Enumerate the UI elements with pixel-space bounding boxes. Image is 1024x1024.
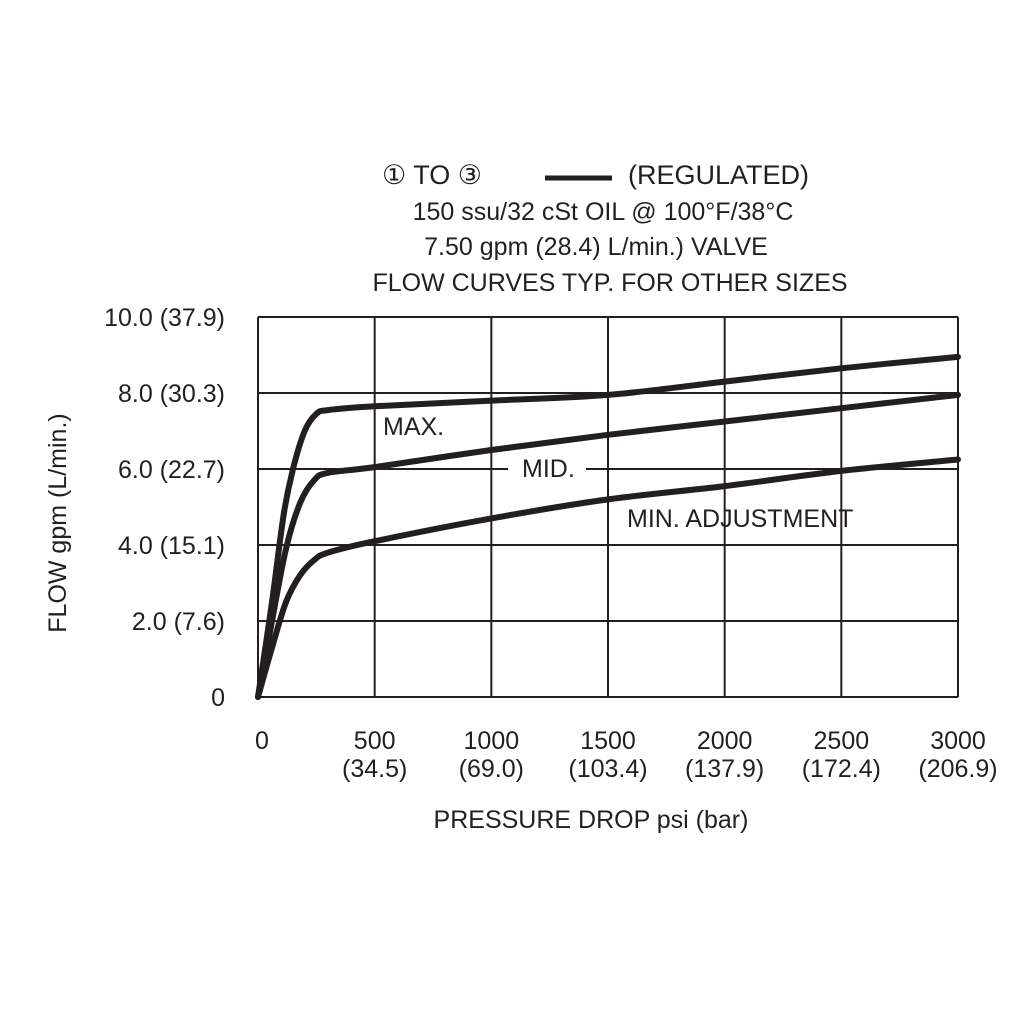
x-tick-sublabel: (206.9): [918, 755, 997, 783]
x-tick-label: 1500: [580, 727, 636, 755]
title-ports: ① TO ③: [382, 160, 482, 190]
x-tick-label: 2500: [814, 727, 870, 755]
x-tick-sublabel: (69.0): [459, 755, 524, 783]
x-tick-sublabel: (103.4): [568, 755, 647, 783]
y-tick-label: 4.0 (15.1): [118, 532, 225, 560]
y-tick-label: 6.0 (22.7): [118, 456, 225, 484]
chart-title: ① TO ③ (REGULATED) 150 ssu/32 cSt OIL @ …: [372, 160, 847, 297]
x-tick-label: 2000: [697, 727, 753, 755]
series-label-max: MAX.: [383, 413, 444, 441]
series-label-min: MIN. ADJUSTMENT: [627, 505, 853, 533]
x-axis-label: PRESSURE DROP psi (bar): [434, 806, 749, 834]
x-tick-sublabel: (34.5): [342, 755, 407, 783]
x-tick-sublabel: (172.4): [802, 755, 881, 783]
x-tick-sublabel: (137.9): [685, 755, 764, 783]
title-valve: 7.50 gpm (28.4) L/min.) VALVE: [424, 233, 768, 261]
x-tick-label: 1000: [464, 727, 520, 755]
series-label-mid: MID.: [522, 455, 575, 483]
y-axis-label: FLOW gpm (L/min.): [44, 413, 72, 632]
series-line-mid: [255, 391, 961, 700]
y-tick-label: 8.0 (30.3): [118, 380, 225, 408]
title-oil: 150 ssu/32 cSt OIL @ 100°F/38°C: [413, 198, 794, 226]
y-tick-label: 2.0 (7.6): [132, 608, 225, 636]
y-tick-label: 10.0 (37.9): [104, 304, 225, 332]
x-tick-label: 0: [255, 727, 269, 755]
series-line-min: [255, 456, 961, 700]
title-regulated: (REGULATED): [628, 160, 809, 190]
title-note: FLOW CURVES TYP. FOR OTHER SIZES: [372, 269, 847, 297]
x-tick-label: 500: [354, 727, 396, 755]
x-tick-label: 3000: [930, 727, 986, 755]
y-tick-label: 0: [211, 684, 225, 712]
series-line-max: [255, 353, 961, 700]
